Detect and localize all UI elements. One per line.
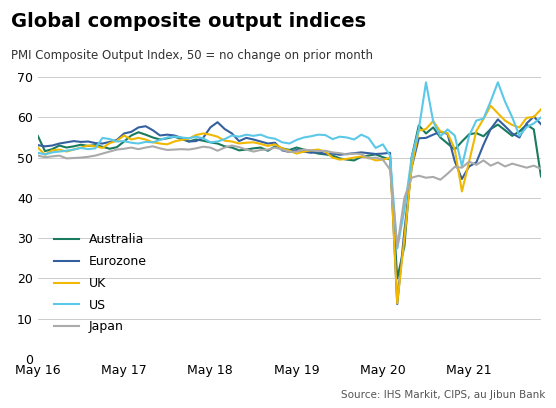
Japan (502, 164, 508, 169)
Line: Japan: Japan (38, 146, 541, 247)
Eurozone (516, 135, 523, 140)
Japan (286, 149, 293, 154)
Line: UK: UK (38, 106, 541, 303)
Japan (538, 166, 544, 171)
Eurozone (336, 152, 343, 157)
US (523, 124, 530, 129)
US (423, 80, 429, 85)
US (502, 99, 508, 104)
Japan (49, 154, 56, 159)
Text: Source: IHS Markit, CIPS, au Jibun Bank: Source: IHS Markit, CIPS, au Jibun Bank (340, 390, 545, 400)
Australia (34, 133, 41, 138)
Japan (229, 143, 235, 148)
Line: Australia: Australia (38, 124, 541, 278)
UK (106, 141, 113, 146)
Australia (279, 146, 286, 151)
US (49, 150, 56, 155)
UK (488, 103, 494, 108)
Australia (394, 276, 400, 281)
UK (538, 107, 544, 112)
Text: PMI Composite Output Index, 50 = no change on prior month: PMI Composite Output Index, 50 = no chan… (11, 49, 373, 62)
Text: Global composite output indices: Global composite output indices (11, 12, 366, 31)
Eurozone (34, 143, 41, 148)
US (336, 134, 343, 139)
Japan (523, 165, 530, 170)
Line: US: US (38, 82, 541, 248)
Australia (49, 147, 56, 152)
Line: Eurozone: Eurozone (38, 117, 541, 304)
Australia (538, 174, 544, 179)
US (106, 137, 113, 142)
Eurozone (394, 302, 400, 306)
UK (502, 118, 508, 123)
Japan (106, 149, 113, 154)
Legend: Australia, Eurozone, UK, US, Japan: Australia, Eurozone, UK, US, Japan (49, 228, 152, 339)
Eurozone (530, 114, 537, 119)
US (538, 115, 544, 120)
UK (49, 148, 56, 153)
UK (279, 146, 286, 151)
UK (394, 301, 400, 306)
Eurozone (538, 122, 544, 126)
Australia (336, 156, 343, 161)
UK (34, 145, 41, 150)
Australia (502, 128, 508, 133)
UK (523, 115, 530, 120)
Australia (494, 122, 501, 127)
UK (336, 157, 343, 162)
US (279, 140, 286, 145)
Japan (34, 153, 41, 158)
Australia (106, 146, 113, 151)
Eurozone (494, 117, 501, 122)
Japan (394, 244, 400, 249)
Japan (344, 152, 350, 157)
US (34, 150, 41, 155)
Eurozone (49, 143, 56, 148)
Australia (523, 122, 530, 127)
Eurozone (279, 148, 286, 153)
US (394, 246, 400, 251)
Eurozone (106, 140, 113, 144)
